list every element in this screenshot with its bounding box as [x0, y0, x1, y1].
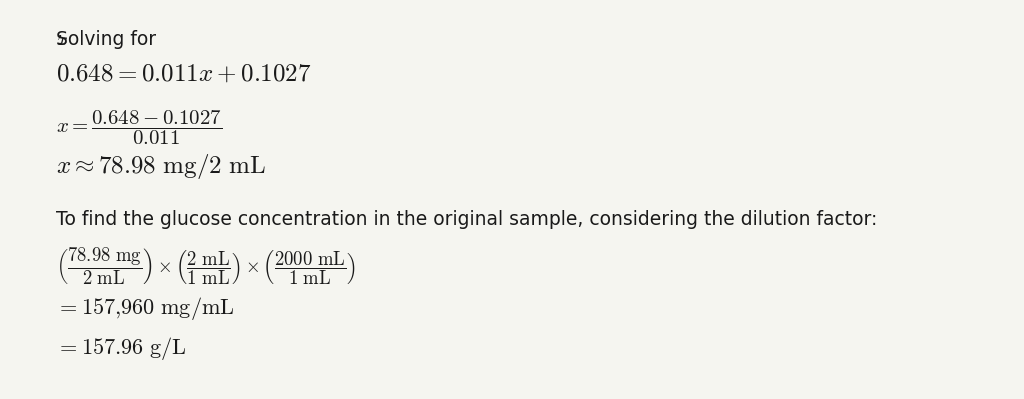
Text: $\left(\dfrac{78.98\ \mathrm{mg}}{2\ \mathrm{mL}}\right) \times \left(\dfrac{2\ : $\left(\dfrac{78.98\ \mathrm{mg}}{2\ \ma…: [56, 245, 356, 287]
Text: $x = \dfrac{0.648-0.1027}{0.011}$: $x = \dfrac{0.648-0.1027}{0.011}$: [56, 108, 222, 146]
Text: $x \approx 78.98\ \mathrm{mg}/2\ \mathrm{mL}$: $x \approx 78.98\ \mathrm{mg}/2\ \mathrm…: [56, 152, 266, 181]
Text: $= 157{,}960\ \mathrm{mg/mL}$: $= 157{,}960\ \mathrm{mg/mL}$: [56, 295, 234, 322]
Text: Solving for: Solving for: [56, 30, 163, 49]
Text: $x$: $x$: [56, 30, 69, 49]
Text: $= 157.96\ \mathrm{g/L}$: $= 157.96\ \mathrm{g/L}$: [56, 335, 186, 362]
Text: To find the glucose concentration in the original sample, considering the diluti: To find the glucose concentration in the…: [56, 210, 878, 229]
Text: $0.648 = 0.011x + 0.1027$: $0.648 = 0.011x + 0.1027$: [56, 62, 312, 86]
Text: :: :: [56, 30, 62, 49]
